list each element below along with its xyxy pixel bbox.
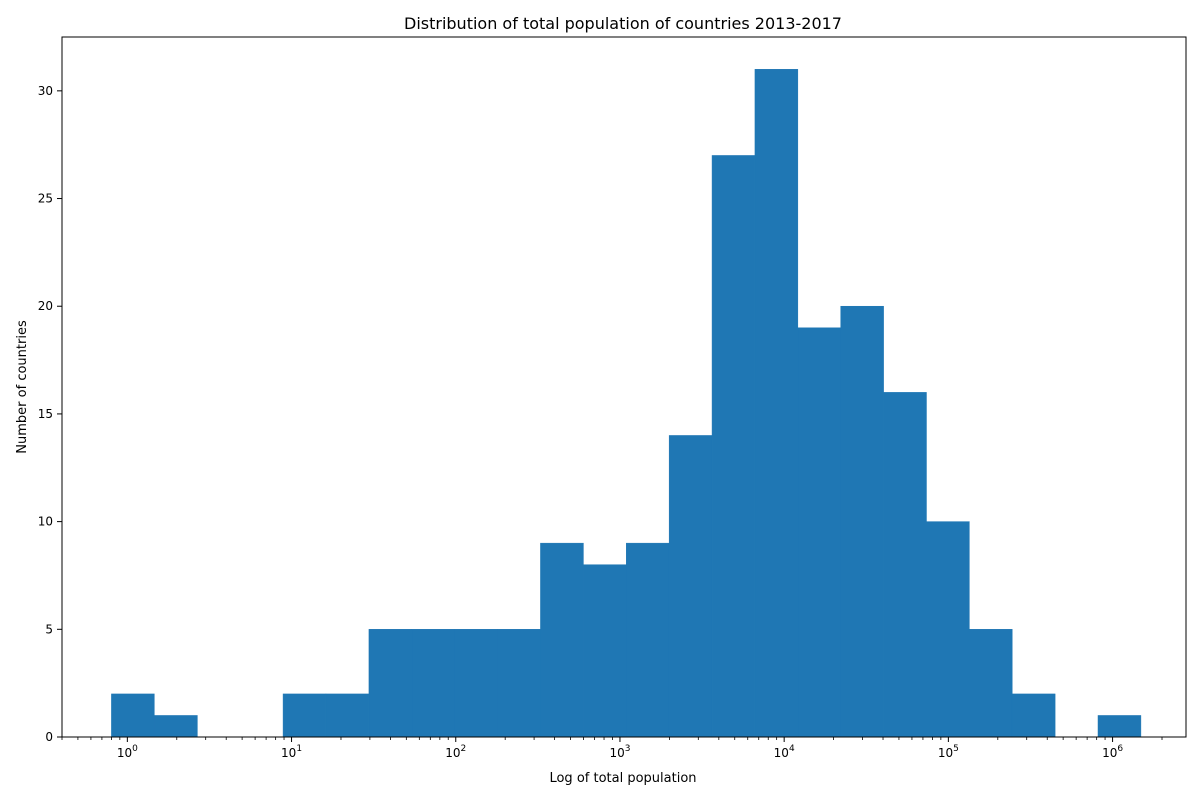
x-axis-ticks: 100 101 102 103 104 105 106: [61, 737, 1163, 760]
histogram-bar: [1011, 693, 1056, 738]
x-tick-label: 103: [609, 744, 630, 760]
histogram-bar: [626, 542, 670, 738]
histogram-bar: [282, 693, 327, 738]
histogram-bar: [711, 155, 756, 738]
histogram-bar: [668, 435, 713, 738]
histogram-bar: [754, 69, 799, 738]
histogram-bar: [883, 392, 927, 738]
y-tick-label: 25: [38, 192, 53, 206]
histogram-bar: [368, 629, 413, 738]
y-tick-label: 0: [45, 730, 53, 744]
bars-group: [111, 69, 1142, 738]
histogram-bar: [540, 542, 584, 738]
plot-frame: [61, 36, 1187, 738]
x-tick-label: 102: [445, 744, 466, 760]
x-tick-label: 101: [281, 744, 302, 760]
histogram-bar: [969, 629, 1013, 738]
x-tick-label: 105: [938, 744, 959, 760]
y-tick-label: 30: [38, 84, 53, 98]
histogram-bar: [411, 629, 455, 738]
histogram-bar: [454, 629, 498, 738]
x-tick-label: 104: [774, 744, 795, 760]
y-tick-label: 5: [45, 622, 53, 636]
x-tick-label: 100: [117, 744, 138, 760]
x-tick-label: 106: [1102, 744, 1123, 760]
y-tick-label: 20: [38, 299, 53, 313]
y-axis-ticks: 0 5 10 15 20 25 30: [38, 84, 62, 744]
histogram-bar: [325, 693, 370, 738]
histogram-bar: [583, 564, 627, 738]
histogram-bar: [497, 629, 541, 738]
histogram-bar: [797, 327, 841, 738]
histogram-bar: [1097, 715, 1142, 738]
chart-title: Distribution of total population of coun…: [404, 14, 842, 33]
y-axis-label: Number of countries: [15, 320, 30, 454]
y-tick-label: 15: [38, 407, 53, 421]
histogram-bar: [111, 693, 155, 738]
histogram-bar: [926, 521, 970, 738]
x-axis-label: Log of total population: [549, 771, 696, 786]
histogram-bar: [840, 305, 884, 738]
y-tick-label: 10: [38, 515, 53, 529]
histogram-bar: [154, 715, 198, 738]
